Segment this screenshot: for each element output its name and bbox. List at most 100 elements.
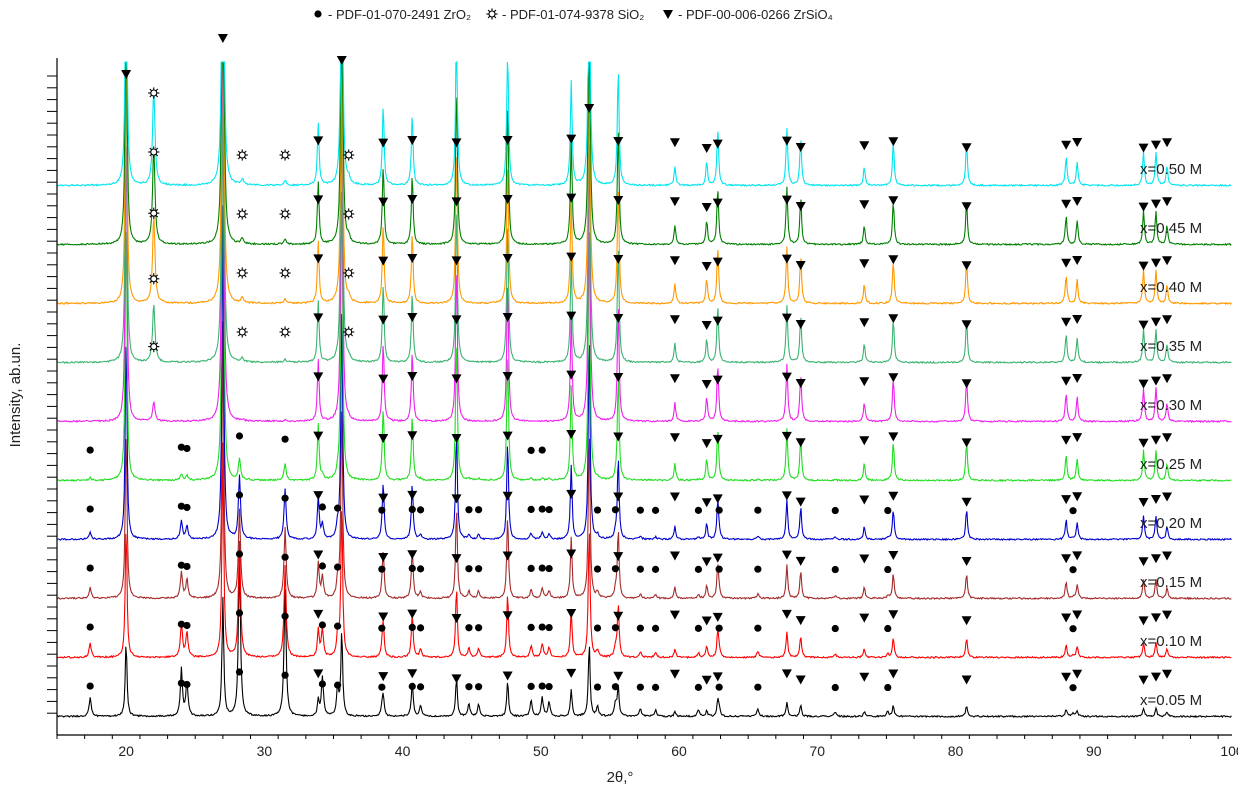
zircon-marker bbox=[781, 195, 792, 205]
zircon-marker bbox=[313, 491, 324, 501]
zirconia-marker bbox=[235, 491, 244, 499]
zirconia-marker bbox=[465, 506, 473, 514]
zircon-main-marker bbox=[584, 104, 595, 113]
quartz-marker bbox=[279, 149, 291, 161]
zirconia-marker bbox=[86, 623, 94, 631]
quartz-marker bbox=[279, 267, 291, 279]
zircon-marker bbox=[795, 320, 806, 329]
zircon-marker bbox=[407, 490, 418, 500]
zircon-marker bbox=[712, 198, 723, 208]
zircon-marker bbox=[1150, 435, 1161, 445]
zircon-marker bbox=[566, 489, 577, 499]
zircon-marker bbox=[1150, 613, 1161, 623]
zirconia-marker bbox=[1069, 507, 1077, 515]
zirconia-marker bbox=[235, 550, 244, 558]
star-ray bbox=[286, 333, 290, 337]
star-core bbox=[281, 210, 289, 218]
series-label-5: x=0.25 M bbox=[1140, 456, 1202, 473]
zirconia-marker bbox=[545, 623, 553, 632]
legend-label-1: - PDF-01-070-2491 ZrO₂ bbox=[328, 7, 471, 22]
zircon-marker bbox=[961, 143, 972, 153]
star-ray bbox=[155, 208, 159, 212]
zircon-marker bbox=[1138, 616, 1149, 626]
zircon-marker bbox=[378, 612, 389, 622]
star-ray bbox=[237, 156, 241, 160]
zircon-marker bbox=[613, 255, 624, 264]
zircon-marker bbox=[859, 141, 870, 151]
zircon-marker bbox=[1072, 669, 1083, 679]
star-ray bbox=[350, 150, 354, 154]
zircon-marker bbox=[961, 261, 972, 271]
zircon-marker bbox=[888, 432, 899, 442]
zirconia-marker bbox=[884, 683, 892, 692]
zirconia-marker bbox=[754, 506, 762, 514]
zircon-marker bbox=[1162, 197, 1173, 207]
zirconia-marker bbox=[334, 681, 342, 689]
zircon-marker bbox=[313, 431, 324, 441]
quartz-marker bbox=[343, 267, 355, 279]
zircon-marker bbox=[859, 436, 870, 446]
star-ray bbox=[487, 15, 491, 19]
star-core bbox=[345, 269, 353, 277]
zircon-marker bbox=[451, 256, 462, 266]
zircon-marker bbox=[1072, 315, 1083, 324]
zirconia-marker bbox=[538, 623, 546, 631]
star-ray bbox=[149, 208, 152, 212]
zircon-main-marker bbox=[121, 70, 132, 79]
star-ray bbox=[244, 274, 247, 278]
star-ray bbox=[344, 274, 347, 278]
zircon-marker bbox=[1162, 610, 1173, 620]
star-ray bbox=[155, 348, 159, 351]
star-core bbox=[150, 343, 158, 351]
zircon-marker bbox=[1138, 498, 1149, 508]
zirconia-marker bbox=[318, 503, 327, 511]
zircon-marker bbox=[781, 372, 792, 382]
zirconia-marker bbox=[636, 624, 644, 632]
star-ray bbox=[280, 333, 284, 337]
zirconia-marker bbox=[475, 624, 483, 632]
zircon-marker bbox=[781, 136, 792, 146]
zircon-marker bbox=[888, 196, 899, 206]
zircon-marker bbox=[566, 193, 577, 203]
zircon-marker bbox=[502, 313, 513, 322]
legend-label-3: - PDF-00-006-0266 ZrSiO₄ bbox=[678, 7, 833, 22]
quartz-marker bbox=[148, 207, 160, 219]
legend-label-2: - PDF-01-074-9378 SiO₂ bbox=[502, 7, 644, 22]
zircon-marker bbox=[1162, 374, 1173, 384]
quartz-marker bbox=[236, 208, 248, 220]
star-ray bbox=[244, 209, 247, 213]
zirconia-marker bbox=[177, 443, 186, 451]
zircon-marker bbox=[407, 372, 418, 381]
y-axis-title: Intensity, ab.un. bbox=[7, 343, 24, 448]
zircon-marker bbox=[451, 674, 462, 684]
series-line-6 bbox=[56, 61, 1232, 424]
zircon-marker bbox=[1162, 551, 1173, 561]
zirconia-marker bbox=[408, 682, 416, 691]
series-label-1: x=0.05 M bbox=[1140, 692, 1202, 709]
star-ray bbox=[344, 156, 347, 160]
star-ray bbox=[493, 15, 497, 19]
zircon-marker bbox=[407, 669, 418, 679]
zircon-marker bbox=[566, 430, 577, 440]
zircon-marker bbox=[1150, 495, 1161, 505]
zircon-marker bbox=[669, 315, 680, 325]
x-tick-label: 70 bbox=[810, 743, 826, 759]
zircon-marker bbox=[781, 313, 792, 323]
zircon-marker bbox=[1162, 315, 1173, 325]
zircon-marker bbox=[502, 372, 513, 381]
series-label-10: x=0.50 M bbox=[1140, 161, 1202, 178]
star-ray bbox=[155, 153, 159, 157]
zircon-marker bbox=[1138, 438, 1149, 448]
zircon-marker bbox=[1061, 199, 1072, 209]
zircon-marker bbox=[961, 616, 972, 626]
zircon-marker bbox=[781, 491, 792, 501]
zirconia-marker bbox=[1069, 625, 1077, 633]
zirconia-marker bbox=[651, 506, 660, 514]
zirconia-marker bbox=[378, 683, 386, 691]
star-core bbox=[345, 210, 353, 218]
zirconia-marker bbox=[334, 622, 342, 630]
zircon-marker bbox=[781, 254, 792, 264]
star-ray bbox=[244, 327, 247, 331]
legend-symbol-2 bbox=[486, 8, 498, 20]
zirconia-marker bbox=[86, 682, 94, 690]
